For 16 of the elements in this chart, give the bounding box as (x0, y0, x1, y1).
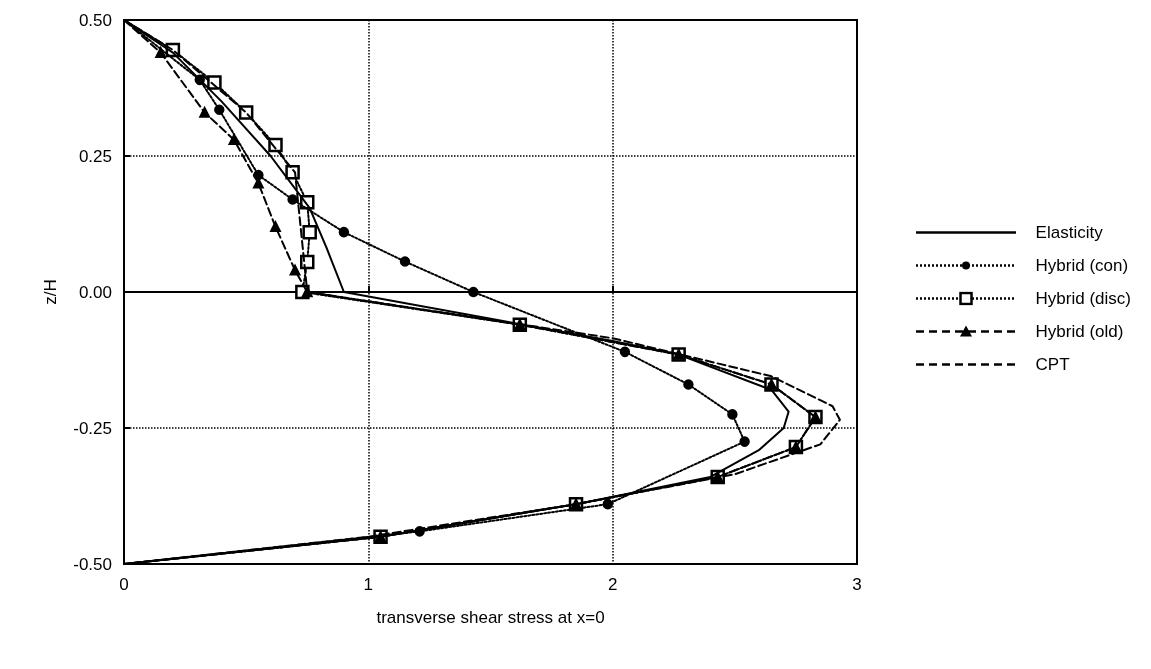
x-axis-title: transverse shear stress at x=0 (376, 608, 605, 627)
y-tick-label: -0.50 (73, 554, 112, 574)
x-tick-label: 1 (363, 575, 374, 594)
y-tick-label: 0.50 (78, 10, 112, 30)
x-tick-label: 0 (119, 575, 129, 594)
y-tick-label: -0.25 (73, 418, 112, 438)
y-axis-title: z/H (41, 279, 60, 305)
text: Hybrid (disc) (1035, 288, 1131, 308)
text: Elasticity (1035, 222, 1103, 242)
x-tick-label: 3 (852, 575, 862, 594)
text: Hybrid (old) (1035, 321, 1124, 341)
text: Hybrid (con) (1035, 255, 1129, 275)
y-tick-label: 0.25 (78, 146, 112, 166)
x-tick-label: 2 (607, 575, 618, 594)
y-tick-label: 0.00 (78, 282, 112, 302)
text: CPT (1035, 354, 1070, 374)
